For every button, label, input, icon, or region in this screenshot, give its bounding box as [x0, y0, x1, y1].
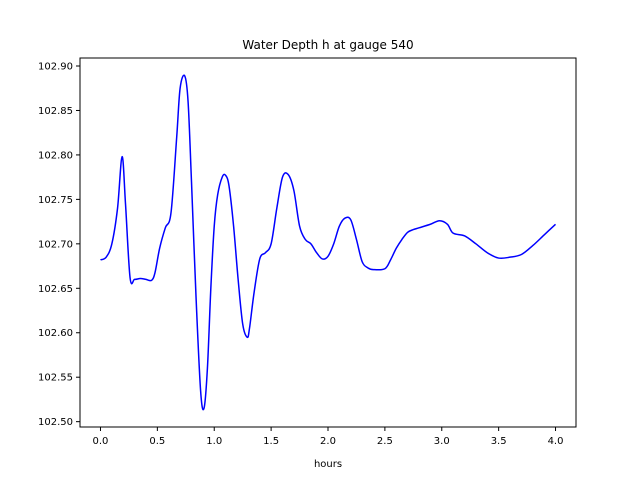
y-tick-label: 102.80 — [38, 150, 73, 161]
y-tick-label: 102.60 — [38, 328, 73, 339]
y-axis: 102.50 102.55 102.60 102.65 102.70 102.75 102.… — [38, 62, 80, 428]
plot-area — [80, 58, 576, 427]
x-axis: 0.0 0.5 1.0 1.5 2.0 2.5 3.0 3.5 4.0 — [93, 427, 564, 447]
x-tick-label: 2.5 — [377, 436, 393, 447]
series-line-0 — [100, 74, 557, 411]
y-tick-label: 102.65 — [38, 284, 73, 295]
y-tick-label: 102.55 — [38, 373, 73, 384]
x-axis-title: hours — [314, 459, 342, 470]
y-tick-label: 102.75 — [38, 195, 73, 206]
x-tick-label: 3.0 — [434, 436, 450, 447]
y-tick-label: 102.90 — [38, 62, 73, 73]
x-tick-label: 1.5 — [263, 436, 279, 447]
y-tick-label: 102.70 — [38, 239, 73, 250]
series-layer — [100, 74, 557, 411]
y-tick-label: 102.85 — [38, 106, 73, 117]
x-tick-label: 1.0 — [206, 436, 222, 447]
x-tick-label: 0.0 — [93, 436, 109, 447]
x-tick-label: 0.5 — [149, 436, 165, 447]
y-tick-label: 102.50 — [38, 417, 73, 428]
x-tick-label: 3.5 — [491, 436, 507, 447]
chart-title: Water Depth h at gauge 540 — [242, 38, 413, 52]
x-tick-label: 2.0 — [320, 436, 336, 447]
x-tick-label: 4.0 — [548, 436, 564, 447]
